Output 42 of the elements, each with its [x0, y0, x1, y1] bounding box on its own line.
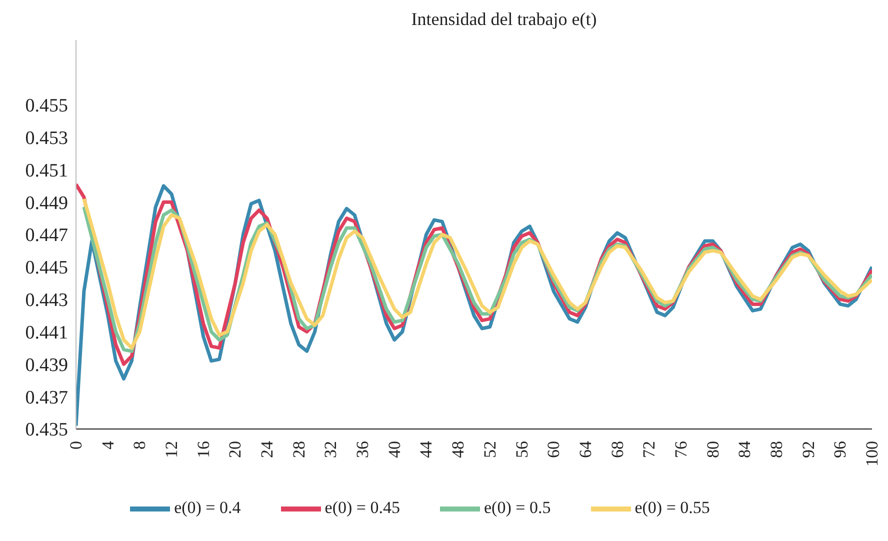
x-tick-label: 28 — [289, 441, 308, 458]
x-tick-label: 20 — [226, 441, 245, 458]
y-tick-label: 0.447 — [25, 225, 68, 246]
y-tick-label: 0.445 — [25, 258, 68, 279]
x-tick-label: 8 — [130, 441, 150, 450]
x-tick-label: 36 — [353, 441, 372, 458]
y-tick-label: 0.443 — [25, 290, 68, 312]
x-tick-label: 80 — [703, 441, 722, 458]
x-tick-label: 100 — [862, 441, 882, 466]
x-tick-label: 92 — [798, 441, 818, 458]
legend-label: e(0) = 0.5 — [484, 498, 551, 517]
y-tick-label: 0.439 — [25, 354, 68, 376]
x-tick-label: 64 — [576, 440, 595, 458]
x-tick-label: 52 — [480, 441, 500, 458]
legend-label: e(0) = 0.55 — [634, 498, 710, 517]
x-tick-label: 44 — [416, 440, 436, 458]
y-tick-label: 0.441 — [25, 322, 68, 344]
y-tick-label: 0.449 — [25, 192, 68, 214]
x-tick-label: 84 — [735, 440, 754, 458]
x-tick-label: 72 — [640, 441, 659, 458]
x-tick-label: 40 — [384, 441, 404, 458]
x-tick-label: 0 — [66, 441, 86, 450]
chart-title: Intensidad del trabajo e(t) — [410, 8, 598, 31]
x-tick-label: 96 — [830, 441, 850, 458]
y-tick-label: 0.455 — [25, 96, 68, 117]
x-tick-label: 56 — [512, 441, 532, 458]
y-tick-label: 0.453 — [25, 128, 68, 149]
y-tick-label: 0.451 — [25, 160, 68, 182]
y-tick-label: 0.435 — [25, 420, 68, 441]
x-tick-label: 12 — [162, 441, 182, 458]
x-tick-label: 16 — [194, 441, 213, 458]
x-tick-label: 24 — [258, 440, 277, 458]
x-tick-label: 76 — [671, 441, 690, 458]
legend-label: e(0) = 0.4 — [174, 498, 241, 517]
x-tick-label: 68 — [608, 441, 627, 458]
x-tick-label: 4 — [98, 440, 118, 450]
y-tick-label: 0.437 — [25, 387, 68, 408]
x-tick-label: 48 — [448, 441, 468, 458]
x-tick-label: 60 — [544, 441, 564, 458]
x-tick-label: 32 — [321, 441, 340, 458]
legend-label: e(0) = 0.45 — [324, 498, 400, 517]
x-tick-label: 88 — [766, 441, 786, 458]
